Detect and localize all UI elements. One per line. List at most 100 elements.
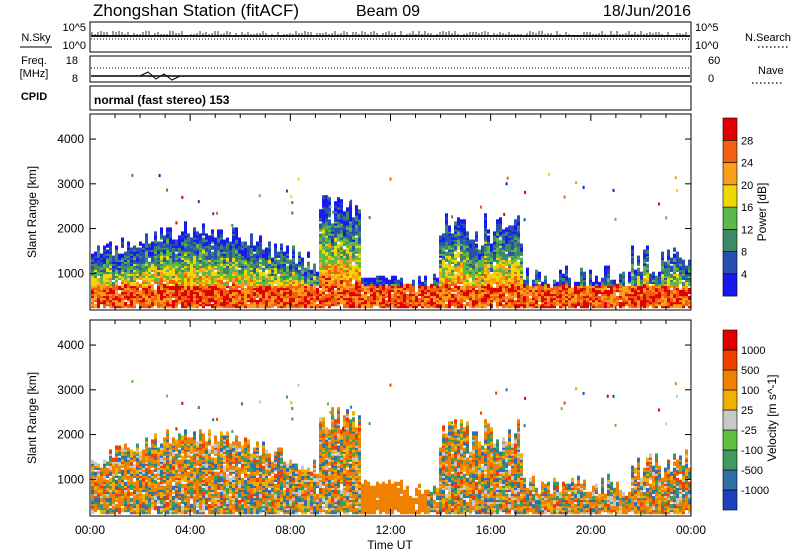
heatmap-cell: [166, 265, 169, 270]
heatmap-cell: [301, 285, 304, 291]
heatmap-cell: [607, 265, 610, 270]
heatmap-cell: [535, 275, 538, 280]
heatmap-cell: [520, 251, 523, 256]
heatmap-cell: [274, 247, 277, 252]
heatmap-cell: [628, 285, 631, 291]
heatmap-cell: [355, 285, 358, 291]
heatmap-cell: [283, 251, 286, 256]
heatmap-cell: [196, 261, 199, 266]
heatmap-cell: [106, 483, 109, 488]
heatmap-cell: [172, 251, 175, 256]
heatmap-cell: [484, 287, 487, 293]
heatmap-cell: [379, 289, 382, 295]
heatmap-cell: [582, 185, 585, 189]
heatmap-cell: [541, 281, 544, 287]
heatmap-cell: [349, 237, 352, 242]
heatmap-cell: [154, 231, 157, 236]
heatmap-cell: [184, 247, 187, 252]
heatmap-cell: [175, 239, 178, 244]
heatmap-cell: [631, 245, 634, 250]
heatmap-cell: [328, 219, 331, 224]
heatmap-cell: [612, 188, 615, 192]
heatmap-cell: [556, 281, 559, 287]
heatmap-cell: [643, 283, 646, 289]
heatmap-cell: [298, 251, 301, 256]
heatmap-cell: [172, 303, 175, 309]
heatmap-cell: [454, 267, 457, 272]
heatmap-cell: [502, 269, 505, 274]
heatmap-cell: [646, 245, 649, 250]
heatmap-cell: [661, 279, 664, 284]
heatmap-cell: [136, 269, 139, 274]
heatmap-cell: [520, 289, 523, 295]
heatmap-cell: [329, 205, 332, 208]
heatmap-cell: [280, 277, 283, 282]
heatmap-cell: [97, 503, 100, 509]
heatmap-cell: [619, 301, 622, 307]
heatmap-cell: [223, 287, 226, 293]
heatmap-cell: [568, 301, 571, 307]
heatmap-cell: [100, 261, 103, 266]
heatmap-cell: [676, 251, 679, 256]
heatmap-cell: [439, 249, 442, 254]
heatmap-cell: [256, 261, 259, 266]
heatmap-cell: [247, 285, 250, 291]
heatmap-cell: [250, 239, 253, 244]
heatmap-cell: [391, 279, 394, 284]
heatmap-cell: [136, 281, 139, 287]
heatmap-cell: [676, 277, 679, 282]
heatmap-cell: [97, 259, 100, 264]
heatmap-cell: [550, 303, 553, 309]
heatmap-cell: [670, 301, 673, 307]
heatmap-cell: [181, 195, 184, 199]
heatmap-cell: [289, 283, 292, 289]
heatmap-cell: [103, 245, 106, 250]
heatmap-cell: [220, 229, 223, 234]
heatmap-cell: [322, 257, 325, 262]
heatmap-cell: [520, 293, 523, 299]
heatmap-cell: [484, 297, 487, 303]
heatmap-cell: [511, 259, 514, 264]
heatmap-cell: [502, 229, 505, 234]
heatmap-cell: [385, 283, 388, 289]
heatmap-cell: [97, 253, 100, 258]
heatmap-cell: [247, 269, 250, 274]
heatmap-cell: [601, 295, 604, 301]
heatmap-cell: [169, 247, 172, 252]
heatmap-cell: [502, 265, 505, 270]
heatmap-cell: [277, 275, 280, 280]
heatmap-cell: [499, 273, 502, 278]
heatmap-cell: [604, 289, 607, 295]
heatmap-cell: [229, 251, 232, 256]
heatmap-cell: [145, 303, 148, 309]
heatmap-cell: [409, 283, 412, 289]
heatmap-cell: [508, 277, 511, 282]
heatmap-cell: [274, 253, 277, 258]
heatmap-cell: [91, 297, 94, 303]
heatmap-cell: [163, 235, 166, 240]
heatmap-cell: [277, 251, 280, 256]
heatmap-cell: [538, 303, 541, 309]
velocity-heatmap-cells: [91, 379, 691, 515]
heatmap-cell: [175, 283, 178, 289]
heatmap-cell: [250, 257, 253, 262]
heatmap-cell: [355, 224, 358, 228]
heatmap-cell: [442, 233, 445, 238]
heatmap-cell: [505, 261, 508, 266]
heatmap-cell: [415, 291, 418, 297]
power-ylabel: Slant Range [km]: [25, 166, 39, 258]
heatmap-cell: [349, 201, 352, 206]
heatmap-cell: [157, 295, 160, 301]
heatmap-cell: [244, 253, 247, 258]
heatmap-cell: [220, 233, 223, 238]
heatmap-cell: [358, 233, 361, 238]
heatmap-cell: [139, 301, 142, 307]
heatmap-cell: [394, 293, 397, 299]
colorbar-swatch: [722, 273, 738, 297]
heatmap-cell: [499, 217, 502, 222]
heatmap-cell: [382, 275, 385, 280]
heatmap-cell: [196, 231, 199, 236]
heatmap-cell: [265, 247, 268, 252]
heatmap-cell: [175, 261, 178, 266]
heatmap-cell: [229, 257, 232, 262]
